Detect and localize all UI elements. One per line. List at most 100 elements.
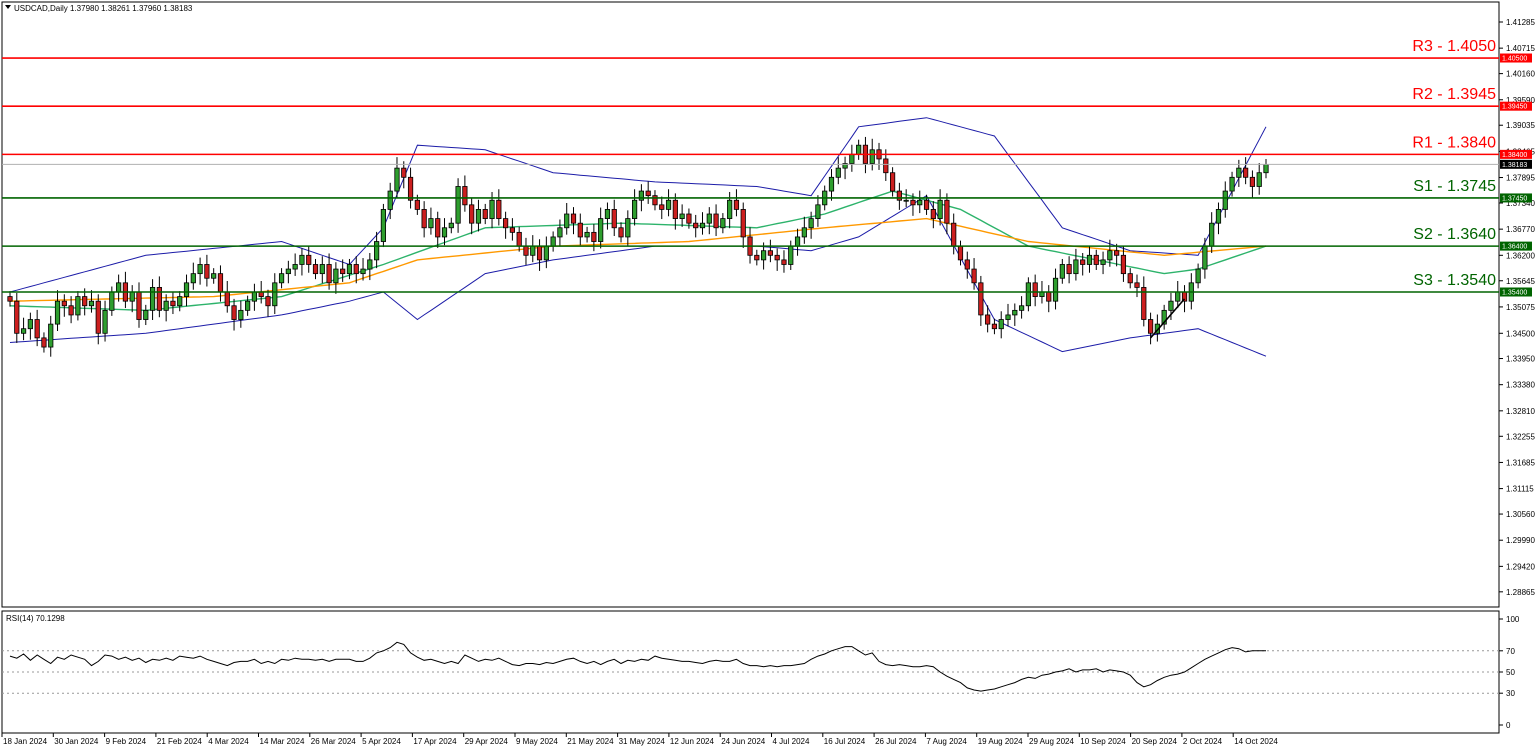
level-tag-value: 1.40500 <box>1502 56 1527 63</box>
candle-body <box>577 222 583 238</box>
candle-body <box>211 273 217 279</box>
candle-body <box>20 328 27 334</box>
candle-body <box>34 319 40 339</box>
candle-body <box>448 222 454 229</box>
time-tick-label: 4 Mar 2024 <box>208 737 249 746</box>
candle-body <box>455 186 461 224</box>
candle-body <box>407 176 414 201</box>
symbol-label: USDCAD,Daily <box>14 4 68 13</box>
candle-body <box>340 268 346 275</box>
rsi-panel[interactable]: 100 70 50 30 0 RSI(14) 70.1298 <box>1 610 1520 734</box>
candle-body <box>319 264 325 275</box>
level-tag-bg <box>1500 241 1532 251</box>
candle-body <box>95 300 101 334</box>
candle-body <box>421 209 427 229</box>
candle-body <box>292 264 298 270</box>
candle-body <box>1012 309 1018 316</box>
candle-body <box>550 236 556 247</box>
candle-body <box>1209 222 1215 247</box>
price-tick-label: 1.33380 <box>1506 381 1535 390</box>
time-tick-label: 2 Oct 2024 <box>1183 737 1223 746</box>
candle-body <box>570 213 577 224</box>
time-tick-label: 7 Aug 2024 <box>926 737 967 746</box>
candle-body <box>951 222 957 247</box>
candle-body <box>1147 319 1154 334</box>
candle-body <box>740 209 746 238</box>
candle-body <box>1100 259 1106 265</box>
candle-body <box>1195 268 1201 284</box>
price-tick-label: 1.28865 <box>1506 588 1535 597</box>
candle-body <box>489 199 495 219</box>
candle-body <box>679 213 685 219</box>
candle-body <box>618 227 624 238</box>
candle-body <box>957 245 964 261</box>
candle-body <box>353 264 359 275</box>
candle-body <box>543 245 549 261</box>
candle-body <box>238 309 244 320</box>
candle-body <box>116 282 122 293</box>
candle-body <box>672 199 678 219</box>
level-label-resistance: R3 - 1.4050 <box>1412 38 1496 55</box>
candle-body <box>754 254 760 261</box>
candle-body <box>720 218 726 229</box>
candle-body <box>1134 282 1140 288</box>
level-label-support: S3 - 1.3540 <box>1413 272 1496 289</box>
candle-body <box>604 209 611 219</box>
candle-body <box>686 213 692 224</box>
candle-body <box>109 291 115 311</box>
candle-body <box>788 245 794 265</box>
candle-body <box>1093 254 1099 265</box>
candle-body <box>1107 250 1113 261</box>
candle-body <box>163 300 169 311</box>
rsi-line <box>9 641 1266 692</box>
level-tag-bg <box>1500 287 1532 297</box>
candle-body <box>14 300 20 334</box>
candle-body <box>944 199 950 224</box>
price-axis: 1.41285 1.40715 1.40160 1.39590 1.39035 1.384… <box>1499 18 1535 597</box>
candle-body <box>1229 176 1235 192</box>
time-tick-label: 18 Jan 2024 <box>3 737 48 746</box>
time-tick-label: 24 Jun 2024 <box>721 737 766 746</box>
candle-body <box>204 264 210 279</box>
candle-body <box>917 199 923 206</box>
candle-body <box>1046 291 1052 302</box>
time-tick-label: 14 Mar 2024 <box>260 737 305 746</box>
time-tick-label: 29 Aug 2024 <box>1029 737 1074 746</box>
candle-body <box>177 296 183 307</box>
candle-body <box>598 218 604 242</box>
candle-body <box>374 241 380 261</box>
level-tag-value: 1.38400 <box>1502 152 1527 159</box>
candle-body <box>699 222 706 229</box>
candle-body <box>842 163 848 169</box>
price-tick-label: 1.35075 <box>1506 303 1535 312</box>
candle-body <box>1141 287 1147 320</box>
candle-body <box>272 282 278 307</box>
candle-body <box>333 268 339 284</box>
time-tick-label: 20 Sep 2024 <box>1132 737 1178 746</box>
candle-body <box>761 250 767 261</box>
candle-body <box>285 268 291 275</box>
candle-body <box>326 264 332 284</box>
time-axis: 18 Jan 2024 30 Jan 2024 9 Feb 2024 21 Feb 2… <box>1 733 1278 746</box>
time-tick-label: 10 Sep 2024 <box>1080 737 1126 746</box>
price-tick-label: 1.35645 <box>1506 277 1535 286</box>
candle-body <box>611 209 617 229</box>
time-tick-label: 17 Apr 2024 <box>413 737 457 746</box>
candle-body <box>828 176 835 192</box>
candle-body <box>88 300 95 307</box>
level-tag-value: 1.35400 <box>1502 290 1527 297</box>
bollinger-lower-line <box>9 195 1267 357</box>
price-tick-label: 1.31685 <box>1506 458 1535 467</box>
candle-body <box>930 209 936 219</box>
main-price-panel[interactable]: 1.41285 1.40715 1.40160 1.39590 1.39035 1.384… <box>1 1 1535 608</box>
candle-body <box>1120 254 1127 275</box>
collapse-triangle-icon[interactable] <box>5 5 11 9</box>
price-tick-label: 1.29420 <box>1506 562 1535 571</box>
candle-body <box>638 190 644 201</box>
level-label-resistance: R2 - 1.3945 <box>1412 86 1496 103</box>
candle-body <box>693 222 699 229</box>
price-tick-label: 1.40160 <box>1506 70 1535 79</box>
candle-body <box>278 273 285 284</box>
rsi-tick-label: 70 <box>1506 647 1515 656</box>
candle-body <box>27 319 33 330</box>
